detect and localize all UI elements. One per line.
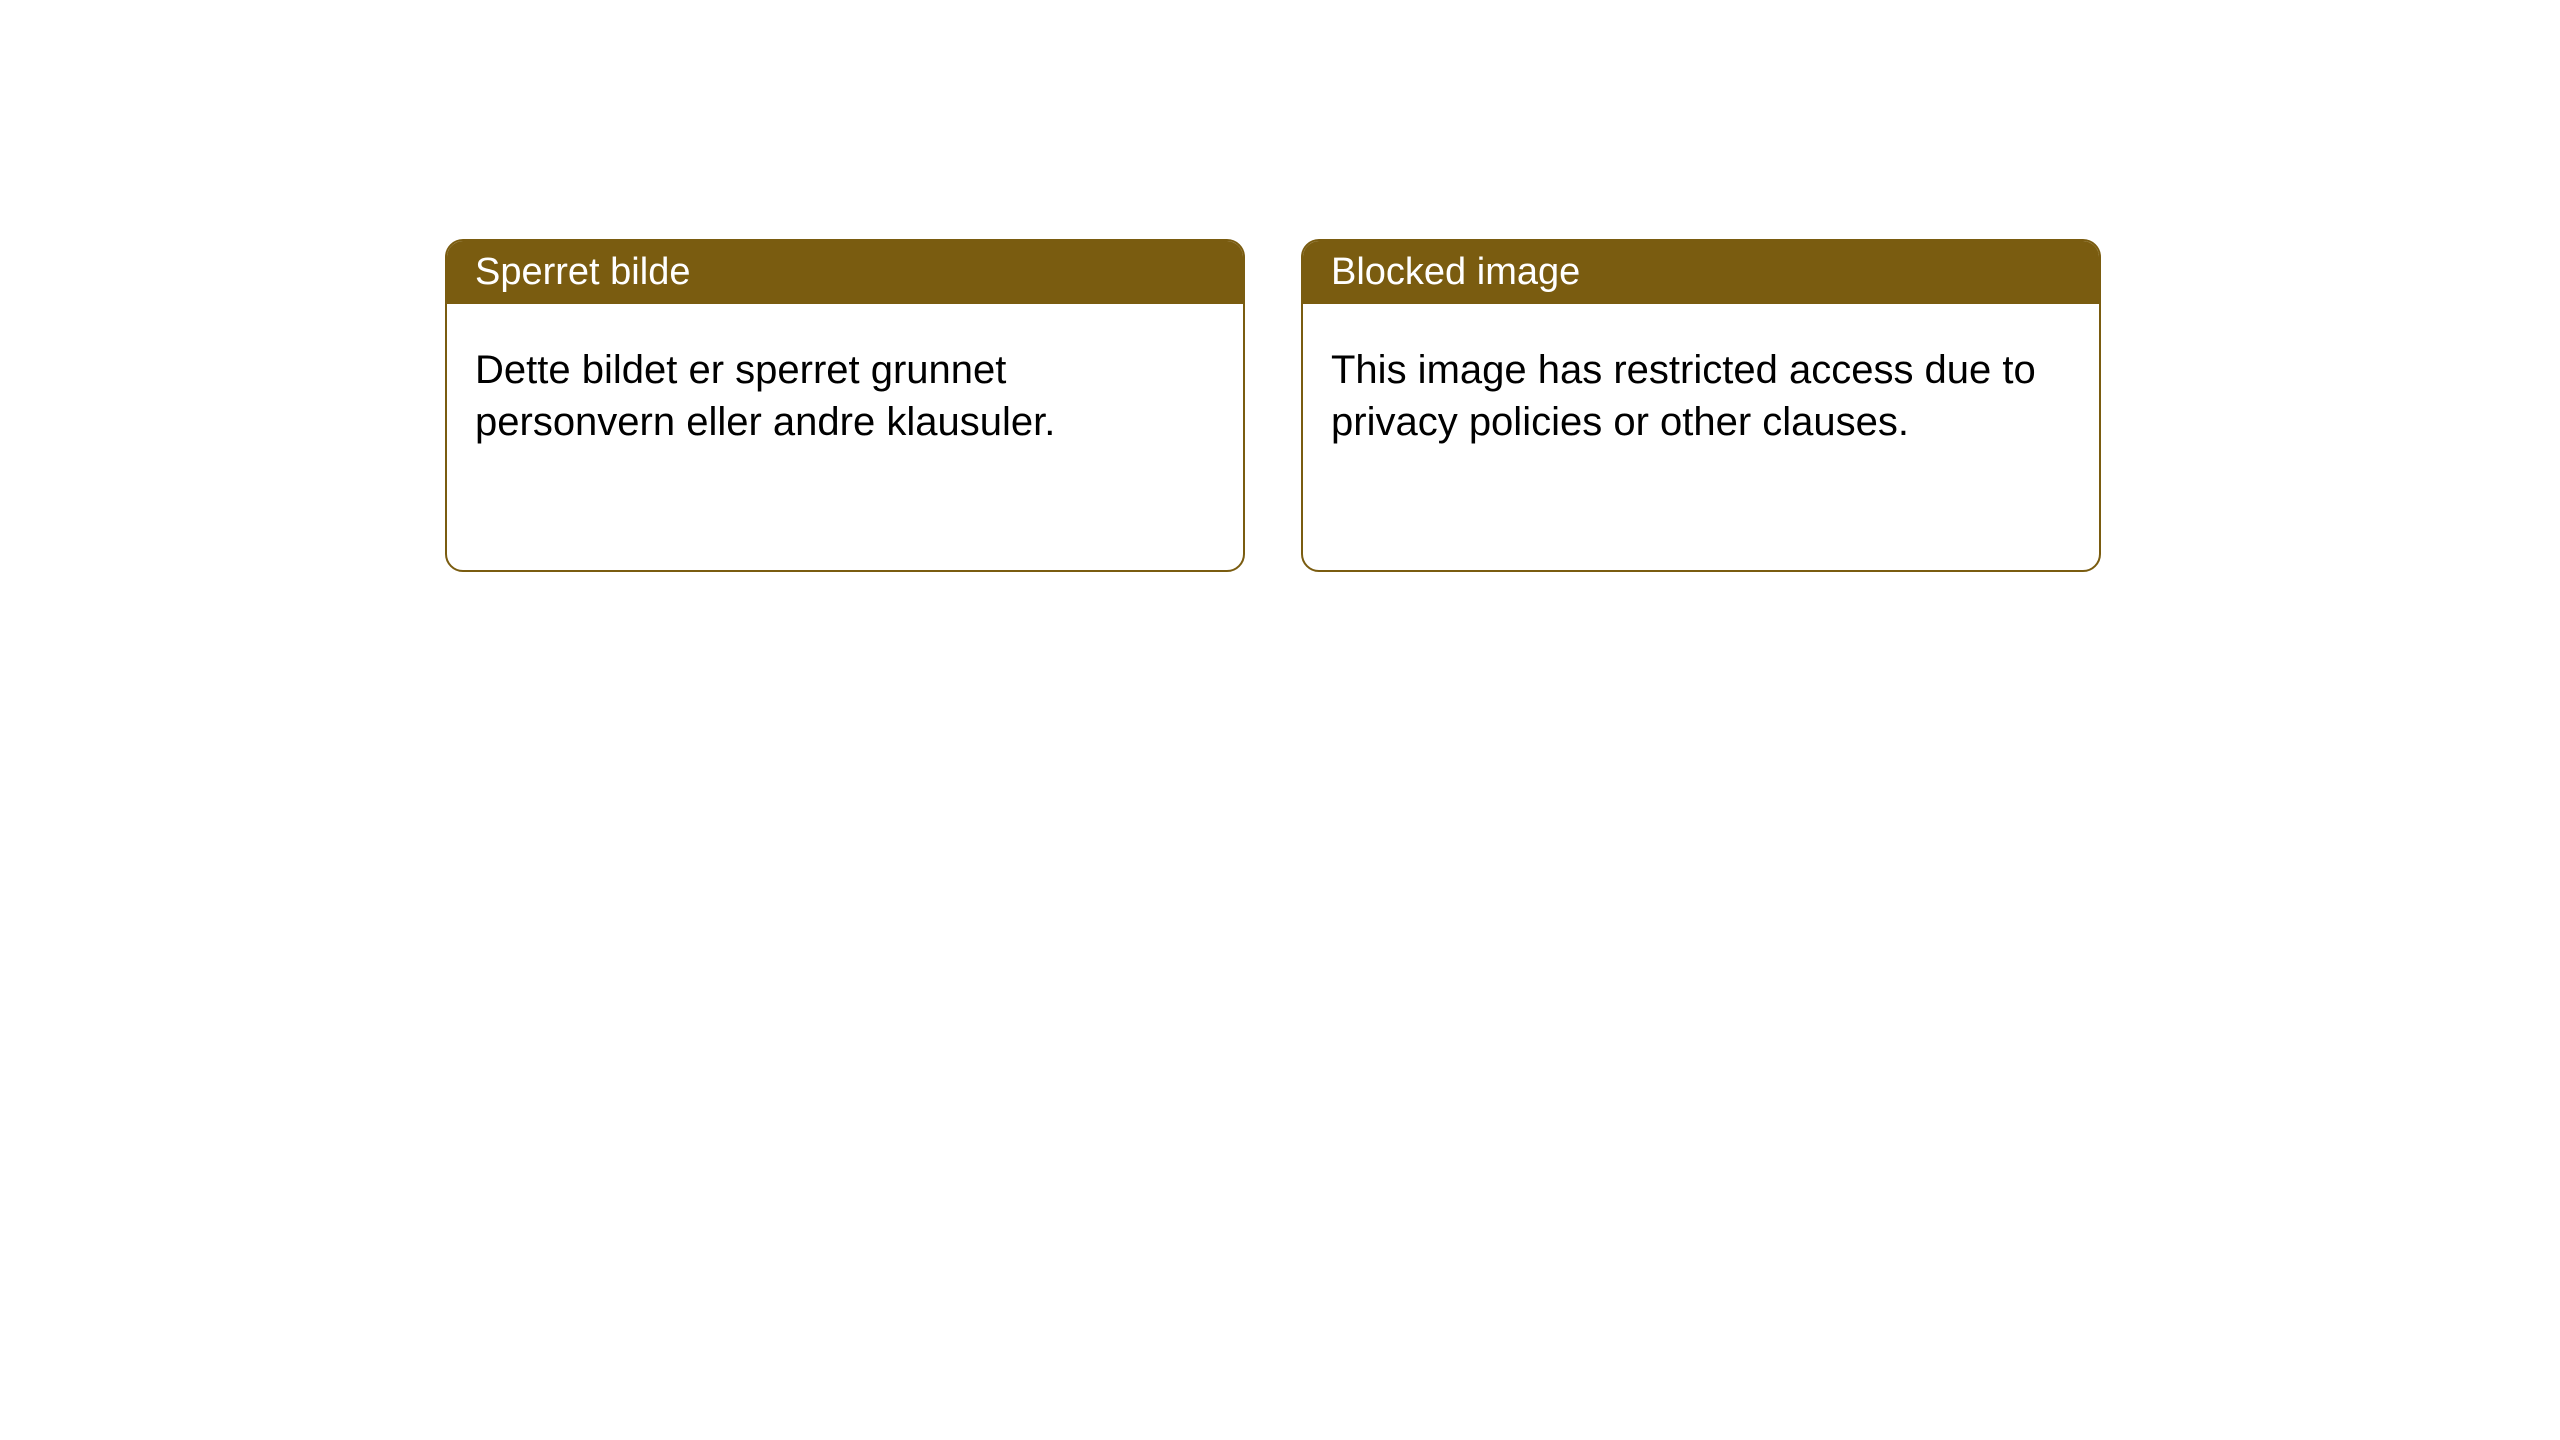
notice-card-english: Blocked image This image has restricted … [1301,239,2101,572]
notice-header: Sperret bilde [447,241,1243,304]
notice-container: Sperret bilde Dette bildet er sperret gr… [0,0,2560,572]
notice-body: This image has restricted access due to … [1303,304,2099,488]
notice-card-norwegian: Sperret bilde Dette bildet er sperret gr… [445,239,1245,572]
notice-header: Blocked image [1303,241,2099,304]
notice-body: Dette bildet er sperret grunnet personve… [447,304,1243,488]
